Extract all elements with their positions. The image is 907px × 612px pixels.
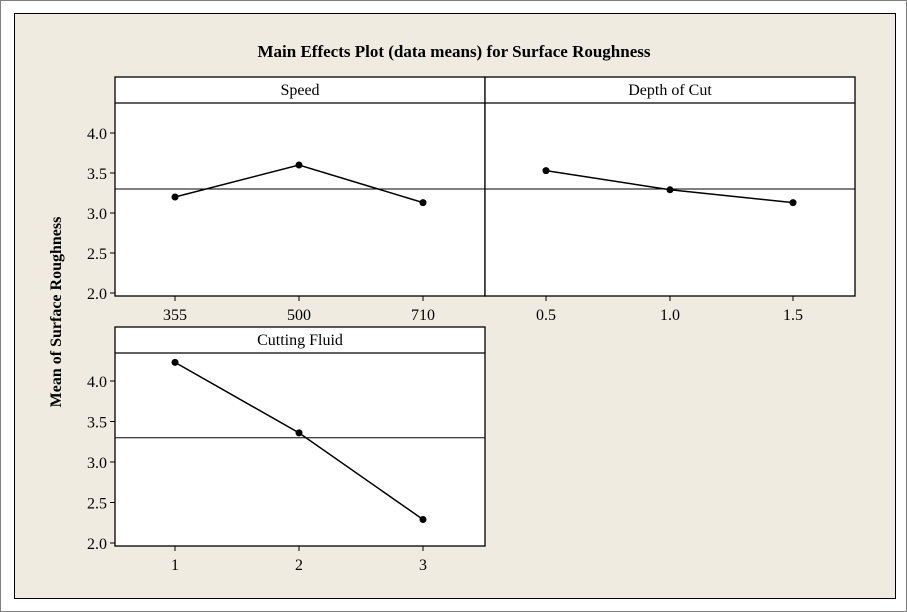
data-point — [419, 199, 427, 207]
chart-title: Main Effects Plot (data means) for Surfa… — [257, 42, 650, 61]
data-point — [295, 429, 303, 437]
y-tick-label: 2.5 — [87, 496, 107, 513]
panel-header-label: Depth of Cut — [628, 82, 712, 99]
panels-layer: Speed 2.0 2.5 3.0 3.5 4.0 355 500 710 Depth of Cu… — [87, 76, 856, 574]
y-tick-label: 3.0 — [87, 206, 107, 223]
y-tick-label: 3.5 — [87, 166, 107, 183]
data-point — [295, 161, 303, 169]
panel-cutting-fluid: Cutting Fluid 2.0 2.5 3.0 3.5 4.0 1 2 3 — [87, 326, 486, 574]
y-tick-label: 2.0 — [87, 286, 107, 303]
x-tick-label: 3 — [419, 557, 427, 574]
panel-border — [114, 326, 486, 547]
y-tick-label: 3.0 — [87, 455, 107, 472]
x-tick-label: 2 — [295, 557, 303, 574]
panel-header-label: Speed — [280, 82, 319, 99]
x-tick-label: 500 — [287, 307, 311, 324]
y-tick-label: 2.5 — [87, 246, 107, 263]
data-point — [542, 167, 550, 175]
x-tick-label: 1.5 — [783, 307, 803, 324]
panel-speed: Speed 2.0 2.5 3.0 3.5 4.0 355 500 710 — [87, 76, 486, 324]
y-tick-label: 4.0 — [87, 126, 107, 143]
y-tick-label: 2.0 — [87, 536, 107, 553]
data-point — [666, 186, 674, 194]
data-point — [171, 193, 179, 201]
x-tick-label: 0.5 — [536, 307, 556, 324]
panel-header-label: Cutting Fluid — [257, 332, 343, 349]
data-point — [171, 358, 179, 366]
data-point — [789, 199, 797, 207]
y-tick-label: 4.0 — [87, 374, 107, 391]
panel-depth-of-cut: Depth of Cut 0.5 1.0 1.5 — [484, 76, 856, 324]
x-tick-label: 355 — [163, 307, 187, 324]
y-axis-label: Mean of Surface Roughness — [48, 217, 65, 408]
panel-border — [114, 76, 486, 297]
y-tick-label: 3.5 — [87, 415, 107, 432]
x-tick-label: 710 — [411, 307, 435, 324]
x-tick-label: 1.0 — [660, 307, 680, 324]
data-point — [419, 516, 427, 524]
x-tick-label: 1 — [171, 557, 179, 574]
